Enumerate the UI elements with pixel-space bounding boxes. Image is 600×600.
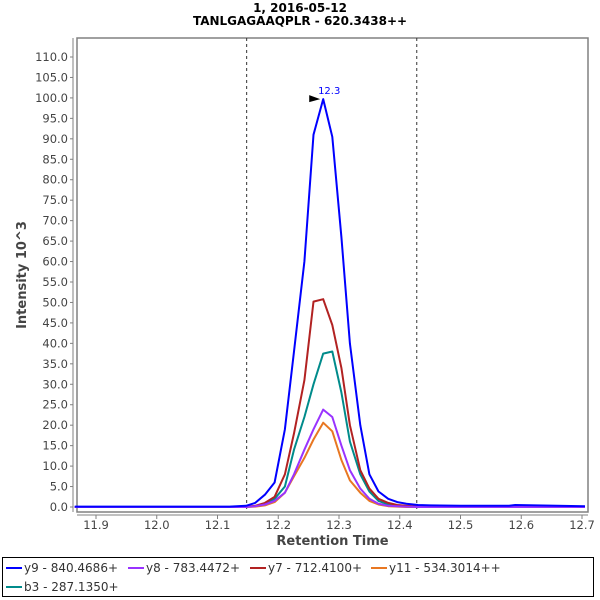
legend-label: y7 - 712.4100+ [268,561,363,575]
y-tick-label: 5.0 [50,480,68,494]
chart-title: 1, 2016-05-12 [253,1,347,15]
legend-swatch-icon [250,567,266,569]
y-tick-label: 45.0 [42,316,68,330]
y-tick-label: 85.0 [42,152,68,166]
y-tick-label: 70.0 [42,214,68,228]
x-tick-label: 12.2 [265,518,291,532]
legend-swatch-icon [371,567,387,569]
y-tick-label: 100.0 [35,91,68,105]
legend-swatch-icon [6,586,22,588]
y-tick-label: 65.0 [42,234,68,248]
chromatogram-plot[interactable]: 0.0 5.0 10.0 15.0 20.0 25.0 30.0 35.0 40.0 45.0 50… [0,0,600,555]
peak-annotation: 12.3 [309,86,340,103]
legend-item[interactable]: y11 - 534.3014++ [371,561,501,575]
y-axis-label: Intensity 10^3 [15,221,30,329]
y-tick-label: 10.0 [42,459,68,473]
legend-item[interactable]: y8 - 783.4472+ [128,561,240,575]
y-tick-label: 105.0 [35,70,68,84]
legend-label: y11 - 534.3014++ [389,561,501,575]
y-tick-label: 35.0 [42,357,68,371]
legend: y9 - 840.4686+ y8 - 783.4472+ y7 - 712.410… [2,557,594,597]
legend-label: b3 - 287.1350+ [24,580,119,594]
x-tick-label: 12.3 [326,518,352,532]
series-lines [74,98,586,508]
y-tick-label: 30.0 [42,377,68,391]
legend-swatch-icon [6,567,22,569]
chart-subtitle: TANLGAGAAQPLR - 620.3438++ [192,14,408,28]
y-tick-label: 20.0 [42,418,68,432]
peak-marker-icon [309,95,321,103]
y-tick-label: 75.0 [42,193,68,207]
x-tick-label: 12.4 [387,518,413,532]
y-tick-label: 95.0 [42,111,68,125]
y-tick-label: 40.0 [42,336,68,350]
y-tick-label: 55.0 [42,275,68,289]
y-tick-label: 110.0 [35,50,68,64]
series-line [74,408,585,508]
x-tick-label: 12.6 [508,518,534,532]
legend-item[interactable]: y9 - 840.4686+ [6,561,118,575]
peak-rt-label: 12.3 [318,86,340,97]
y-tick-label: 80.0 [42,173,68,187]
legend-item[interactable]: y7 - 712.4100+ [250,561,362,575]
legend-item[interactable]: b3 - 287.1350+ [6,580,119,594]
x-tick-label: 12.1 [205,518,231,532]
legend-swatch-icon [128,567,144,569]
legend-label: y8 - 783.4472+ [146,561,241,575]
legend-label: y9 - 840.4686+ [24,561,119,575]
x-tick-label: 11.9 [83,518,109,532]
y-tick-label: 0.0 [50,500,68,514]
y-tick-label: 15.0 [42,439,68,453]
plot-frame [76,37,589,513]
y-tick-label: 90.0 [42,132,68,146]
x-tick-label: 12.7 [569,518,595,532]
x-tick-label: 12.0 [144,518,170,532]
y-tick-label: 50.0 [42,295,68,309]
y-tick-label: 60.0 [42,255,68,269]
x-tick-label: 12.5 [448,518,474,532]
y-tick-label: 25.0 [42,398,68,412]
x-axis-label: Retention Time [276,534,388,549]
axes: 0.0 5.0 10.0 15.0 20.0 25.0 30.0 35.0 40.0 45.0 50… [15,37,595,549]
series-line [74,98,586,508]
